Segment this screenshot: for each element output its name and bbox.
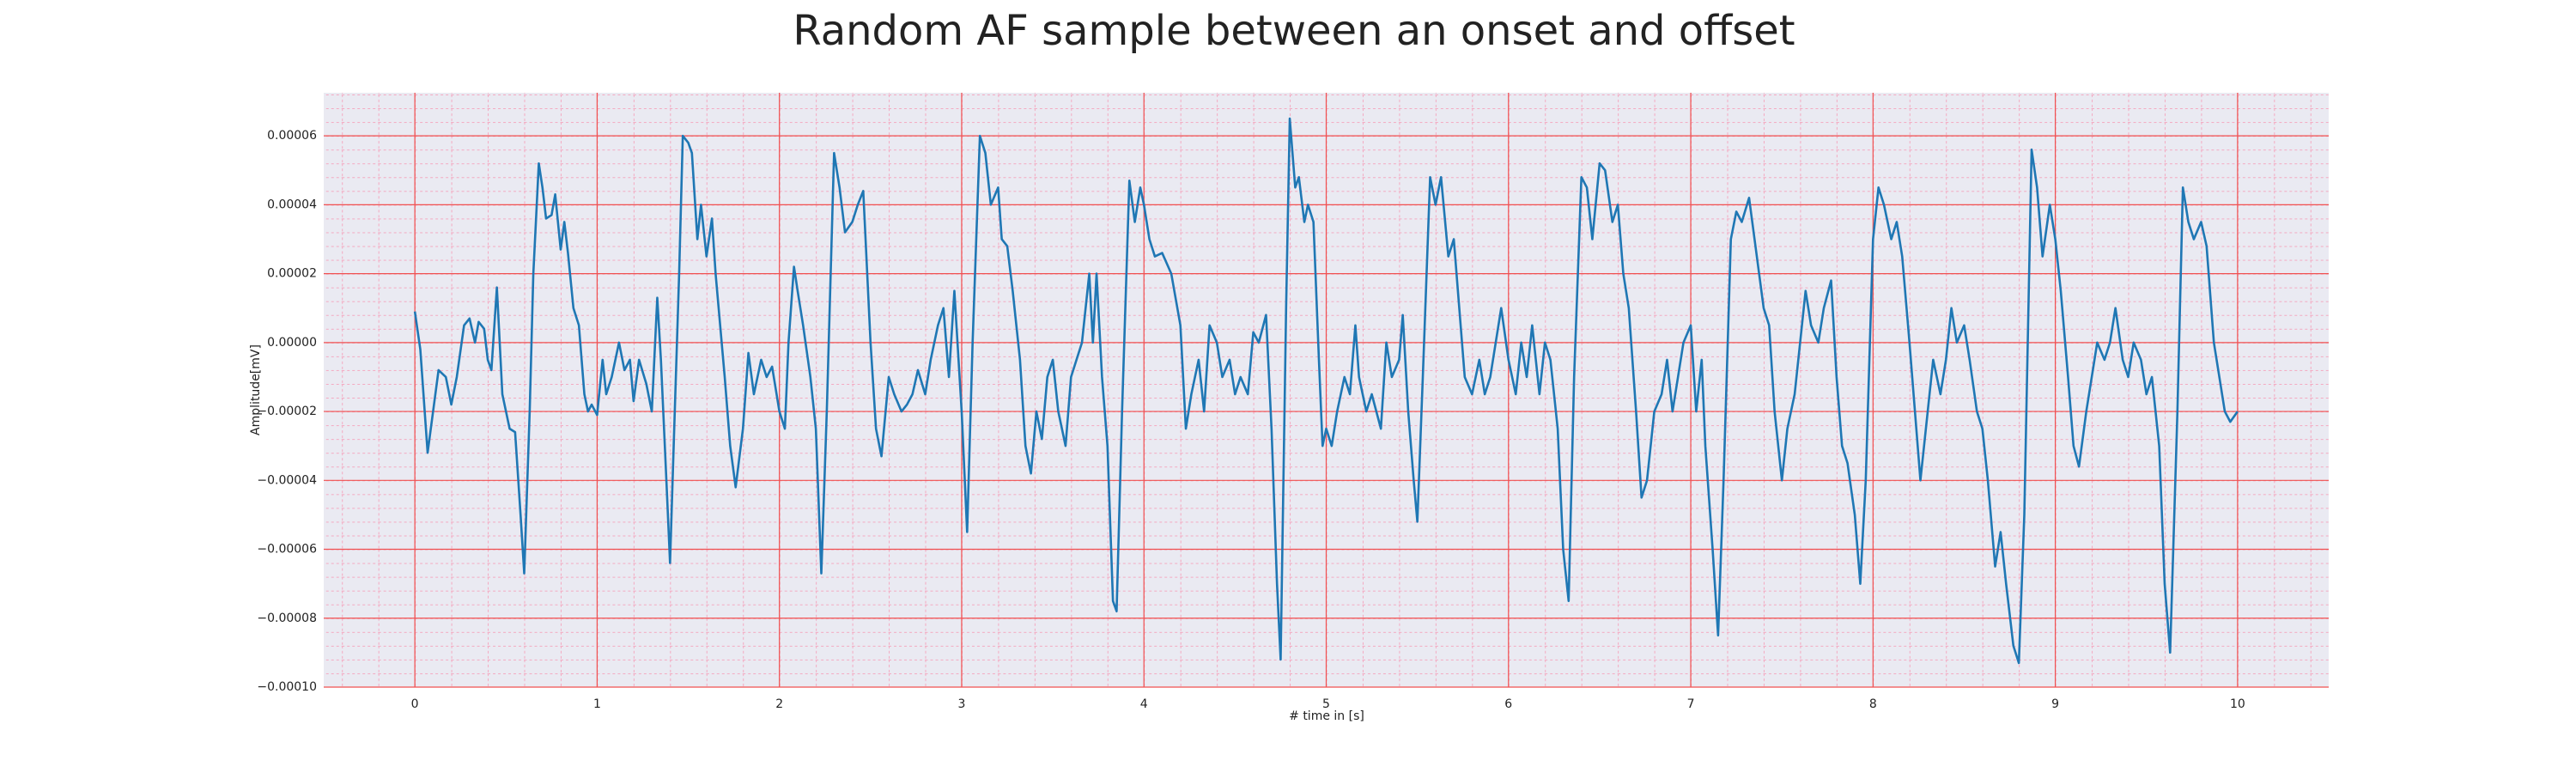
x-tick-label: 8 bbox=[1869, 697, 1877, 711]
x-tick-label: 6 bbox=[1504, 697, 1512, 711]
x-tick-label: 10 bbox=[2230, 697, 2245, 711]
y-tick-label: 0.00000 bbox=[267, 336, 317, 350]
y-tick-label: 0.00004 bbox=[267, 198, 317, 211]
y-tick-label: −0.00004 bbox=[257, 473, 317, 487]
signal-line bbox=[413, 117, 2239, 665]
y-tick-label: 0.00006 bbox=[267, 129, 317, 143]
x-tick-label: 0 bbox=[411, 697, 419, 711]
y-tick-label: −0.00006 bbox=[257, 543, 317, 557]
x-tick-label: 9 bbox=[2051, 697, 2059, 711]
y-tick-label: −0.00008 bbox=[257, 612, 317, 625]
y-tick-label: 0.00002 bbox=[267, 267, 317, 281]
x-tick-label: 3 bbox=[957, 697, 965, 711]
x-tick-label: 1 bbox=[593, 697, 601, 711]
x-tick-label: 5 bbox=[1322, 697, 1330, 711]
y-axis-label: Amplitude[mV] bbox=[249, 344, 263, 435]
x-tick-label: 4 bbox=[1140, 697, 1148, 711]
y-tick-label: −0.00010 bbox=[257, 680, 317, 694]
x-tick-label: 2 bbox=[775, 697, 783, 711]
y-tick-label: −0.00002 bbox=[257, 405, 317, 418]
chart-title: Random AF sample between an onset and of… bbox=[793, 7, 1795, 55]
x-axis-label: # time in [s] bbox=[1289, 709, 1364, 723]
x-tick-label: 7 bbox=[1687, 697, 1695, 711]
